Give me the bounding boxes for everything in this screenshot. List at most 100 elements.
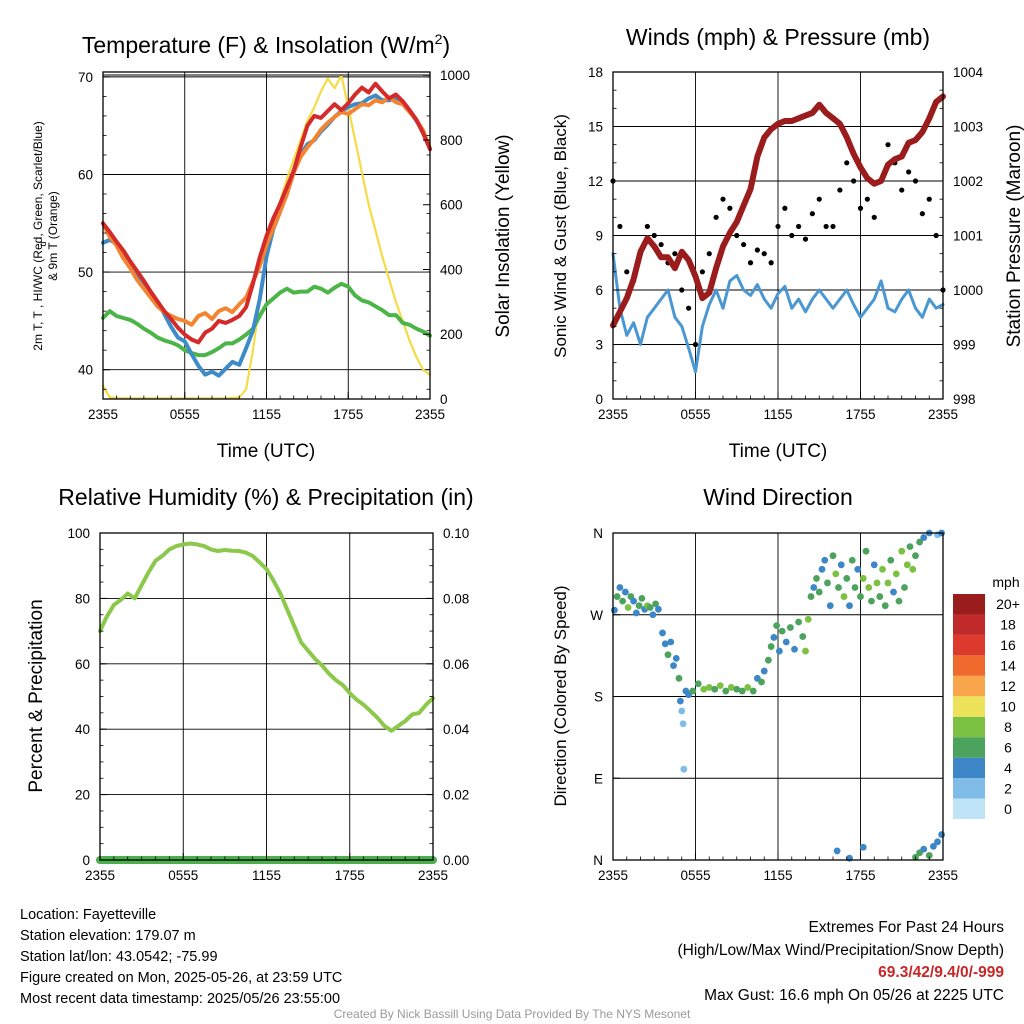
gust-point <box>617 223 623 230</box>
temperature-xtick-label: 1155 <box>252 407 281 422</box>
wind-direction-ytick-label: S <box>594 690 603 705</box>
recent-timestamp: Most recent data timestamp: 2025/05/26 2… <box>20 991 341 1007</box>
gust-point <box>734 232 740 239</box>
humidity-y2tick-label: 0.08 <box>443 591 469 606</box>
gust-point <box>816 196 822 202</box>
humidity-ytick-label: 100 <box>67 526 90 541</box>
wind-direction-point <box>804 615 812 623</box>
wind-direction-point <box>859 575 867 582</box>
wind-direction-point <box>802 647 809 655</box>
gust-point <box>809 211 815 217</box>
colorbar-label: 10 <box>1000 699 1016 715</box>
wind-direction-point <box>916 538 924 546</box>
gust-point <box>720 196 726 202</box>
gust-point <box>789 232 795 239</box>
colorbar-swatch <box>953 675 985 697</box>
colorbar-label: 0 <box>1004 801 1012 817</box>
humidity-xtick-label: 2355 <box>418 868 448 883</box>
winds-y2tick-label: 999 <box>953 338 976 353</box>
station-location: Location: Fayetteville <box>20 907 157 923</box>
gust-point <box>679 287 685 293</box>
winds-xlabel: Time (UTC) <box>729 441 828 462</box>
colorbar-unit: mph <box>992 574 1019 590</box>
gust-point <box>830 223 836 230</box>
gust-point <box>686 305 692 311</box>
winds-y2tick-label: 1002 <box>953 174 983 189</box>
winds-ytick-label: 0 <box>595 392 603 407</box>
wind-direction-point <box>810 584 818 591</box>
winds-y2label: Station Pressure (Maroon) <box>1004 125 1024 348</box>
temperature-xtick-label: 2355 <box>88 407 118 422</box>
winds-ytick-label: 12 <box>588 174 603 189</box>
wind-direction-point <box>679 720 687 728</box>
wind-direction-point <box>770 634 778 641</box>
colorbar-swatch <box>953 757 985 779</box>
winds-title: Winds (mph) & Pressure (mb) <box>626 24 930 50</box>
station-info: Location: Fayetteville Station elevation… <box>20 905 342 1010</box>
wind-direction-point <box>764 656 772 664</box>
gust-point <box>761 251 767 257</box>
wind-direction-point <box>895 597 903 605</box>
wind-direction-point <box>854 565 862 573</box>
wind-direction-point <box>760 667 768 675</box>
gust-point <box>906 169 912 175</box>
wind-direction-point <box>649 611 657 619</box>
wind-direction-point <box>661 640 669 648</box>
temperature-xtick-label: 2355 <box>415 407 445 422</box>
gust-point <box>864 196 870 202</box>
gust-point <box>651 232 657 239</box>
wind-direction-point <box>632 609 640 617</box>
wind-direction-point <box>610 606 618 614</box>
colorbar-label: 18 <box>1000 617 1016 633</box>
colorbar-swatch <box>953 798 985 819</box>
gust-point <box>768 260 774 266</box>
temperature-ytick-label: 50 <box>78 265 93 280</box>
wind-direction-point <box>791 645 798 653</box>
humidity-y2tick-label: 0.06 <box>443 657 469 672</box>
wind-direction-point <box>799 633 807 640</box>
gust-point <box>692 341 699 348</box>
temperature-ylabel-line2: & 9m T (Orange) <box>46 191 60 281</box>
gust-point <box>851 178 857 184</box>
wind-direction-point <box>868 597 875 605</box>
winds-ytick-label: 15 <box>588 120 603 135</box>
wind-direction-point <box>659 629 666 637</box>
extremes-subtitle: (High/Low/Max Wind/Precipitation/Snow De… <box>677 941 1005 959</box>
humidity-ytick-label: 20 <box>75 788 90 803</box>
wind-direction-point <box>722 687 730 695</box>
wind-direction-point <box>934 838 941 846</box>
humidity-y2tick-label: 0.00 <box>443 853 469 868</box>
temperature-y2tick-label: 600 <box>440 198 463 213</box>
humidity-xtick-label: 1755 <box>335 868 365 883</box>
panel-wind-direction: Wind Direction 2355 0555 1155 1755 2355NESWN… <box>551 484 1020 883</box>
gust-point <box>919 211 925 217</box>
gust-point <box>706 251 712 257</box>
winds-y2tick-label: 1003 <box>953 120 983 135</box>
wind-direction-point <box>884 579 892 587</box>
wind-direction-point <box>744 684 752 691</box>
colorbar-swatch <box>953 696 985 717</box>
wind-direction-ytick-label: N <box>593 526 603 541</box>
gust-point <box>823 223 829 230</box>
humidity-xtick-label: 0555 <box>168 868 198 883</box>
wind-direction-ytick-label: W <box>590 608 603 623</box>
wind-direction-point <box>840 593 848 600</box>
colorbar-label: 8 <box>1004 719 1012 735</box>
wind-direction-xtick-label: 1155 <box>763 868 792 883</box>
wind-direction-point <box>621 588 629 596</box>
wind-direction-point <box>833 847 841 855</box>
winds-y2tick-label: 1000 <box>953 283 983 298</box>
wind-direction-point <box>909 565 917 573</box>
wind-direction-point <box>846 602 853 610</box>
wind-direction-point <box>676 697 684 705</box>
wind-direction-point <box>675 674 683 682</box>
colorbar-label: 16 <box>1000 637 1016 653</box>
winds-ytick-label: 18 <box>588 65 603 80</box>
gust-point <box>754 247 760 253</box>
temperature-xtick-label: 0555 <box>170 407 200 422</box>
wind-direction-point <box>890 588 897 596</box>
wind-direction-point <box>848 556 856 564</box>
panel-humidity: Relative Humidity (%) & Precipitation (i… <box>26 484 474 883</box>
gust-point <box>775 223 781 230</box>
wind-direction-point <box>892 570 900 578</box>
